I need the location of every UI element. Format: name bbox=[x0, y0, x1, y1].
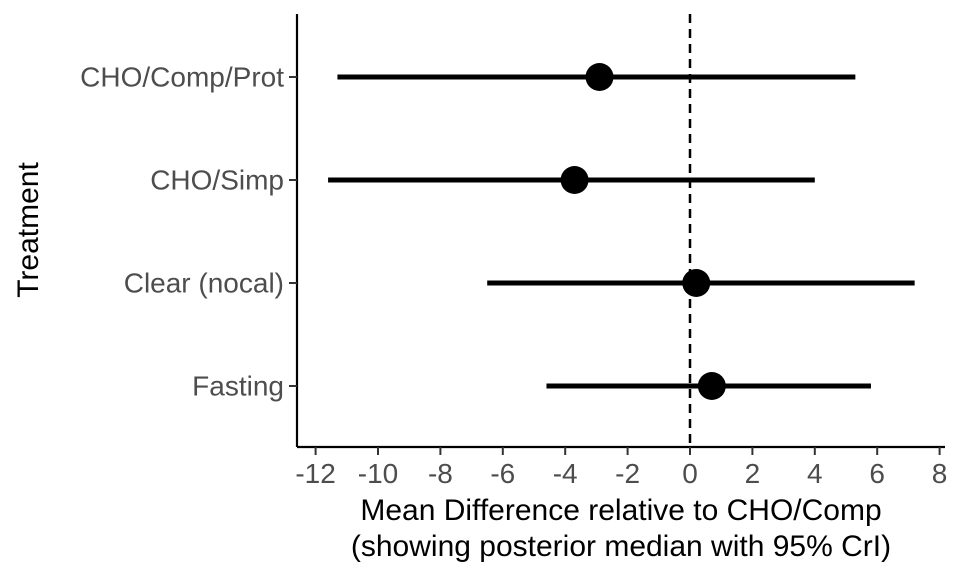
x-tick-label: -12 bbox=[295, 458, 335, 489]
x-tick-label: -2 bbox=[615, 458, 640, 489]
x-tick-label: 4 bbox=[807, 458, 823, 489]
median-point bbox=[560, 166, 589, 194]
y-axis-title: Treatment bbox=[12, 162, 45, 298]
y-tick-label: Fasting bbox=[192, 371, 284, 402]
x-tick-label: -6 bbox=[490, 458, 515, 489]
y-axis: CHO/Comp/Prot CHO/Simp Clear (nocal) Fastin… bbox=[80, 14, 299, 447]
x-axis-title: Mean Difference relative to CHO/Comp bbox=[360, 494, 881, 527]
median-point bbox=[682, 269, 711, 297]
y-tick-label: CHO/Comp/Prot bbox=[80, 62, 284, 93]
median-point bbox=[697, 372, 726, 400]
x-tick-label: 8 bbox=[932, 458, 948, 489]
x-axis-subtitle: (showing posterior median with 95% CrI) bbox=[351, 530, 891, 563]
x-tick-label: -8 bbox=[428, 458, 453, 489]
x-tick-label: -10 bbox=[358, 458, 398, 489]
y-tick-label: Clear (nocal) bbox=[124, 268, 284, 299]
y-tick-label: CHO/Simp bbox=[150, 165, 284, 196]
x-tick-label: 0 bbox=[682, 458, 698, 489]
median-point bbox=[585, 63, 614, 91]
plot-area bbox=[328, 14, 915, 447]
x-tick-label: -4 bbox=[553, 458, 578, 489]
x-tick-label: 6 bbox=[869, 458, 885, 489]
x-tick-label: 2 bbox=[745, 458, 761, 489]
x-axis: -12 -10 -8 -6 -4 -2 0 2 4 6 8 bbox=[295, 445, 948, 489]
